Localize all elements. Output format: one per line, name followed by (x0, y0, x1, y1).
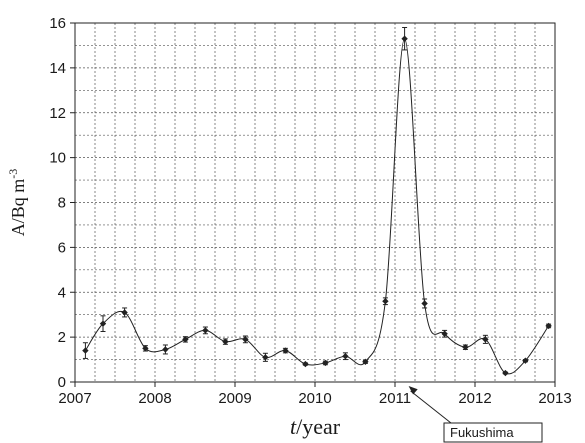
y-tick-label: 10 (49, 150, 66, 167)
y-tick-label: 14 (49, 60, 66, 77)
annotation-label: Fukushima (450, 425, 514, 440)
x-tick-label: 2007 (58, 390, 91, 407)
x-axis-title: t/year (290, 414, 341, 439)
x-tick-label: 2009 (218, 390, 251, 407)
tick-labels: 2007 2008 2009 2010 2011 2012 2013 0 2 4 6 8 10 12 14 1… (49, 15, 571, 407)
data-point (382, 298, 389, 305)
y-tick-label: 0 (58, 374, 66, 391)
y-tick-label: 2 (58, 329, 66, 346)
x-tick-label: 2013 (538, 390, 571, 407)
data-point (462, 344, 469, 351)
data-point (222, 338, 229, 345)
x-axis-title-rest: /year (296, 414, 341, 439)
data-point (441, 330, 448, 337)
y-tick-label: 4 (58, 284, 66, 301)
data-point (282, 347, 289, 354)
data-point (82, 347, 89, 354)
y-axis-title: A/Bq m-3 (6, 169, 28, 237)
data-point (522, 357, 529, 364)
x-tick-label: 2008 (138, 390, 171, 407)
data-point (262, 354, 269, 361)
y-tick-label: 8 (58, 195, 66, 212)
data-point (342, 352, 349, 360)
data-point (302, 360, 309, 368)
data-point (242, 336, 249, 343)
data-point (202, 327, 209, 334)
gridlines (75, 23, 555, 382)
annotation-arrow-line (410, 390, 452, 424)
fukushima-annotation: Fukushima (408, 386, 543, 443)
annotation-arrow-head (408, 386, 418, 395)
y-tick-label: 6 (58, 239, 66, 256)
x-tick-label: 2010 (298, 390, 331, 407)
data-point (401, 35, 408, 42)
data-point (142, 345, 149, 352)
data-point (502, 369, 509, 377)
y-tick-label: 12 (49, 105, 66, 122)
x-tick-label: 2012 (458, 390, 491, 407)
data-point (421, 300, 428, 307)
y-axis-title-main: A/Bq m (8, 179, 28, 237)
data-point (545, 322, 552, 330)
x-axis-title-italic: t (290, 414, 297, 439)
y-axis-title-sup: -3 (6, 169, 20, 179)
axis-ticks (70, 22, 556, 387)
data-point (482, 336, 489, 343)
data-point (99, 320, 107, 327)
data-point (162, 346, 169, 353)
x-tick-label: 2011 (379, 390, 411, 407)
data-point (182, 336, 189, 343)
data-point (121, 309, 128, 316)
data-point (362, 358, 369, 366)
data-point (322, 359, 329, 367)
y-tick-label: 16 (49, 15, 66, 32)
annotation-box (443, 422, 543, 443)
series-layer (82, 26, 552, 377)
